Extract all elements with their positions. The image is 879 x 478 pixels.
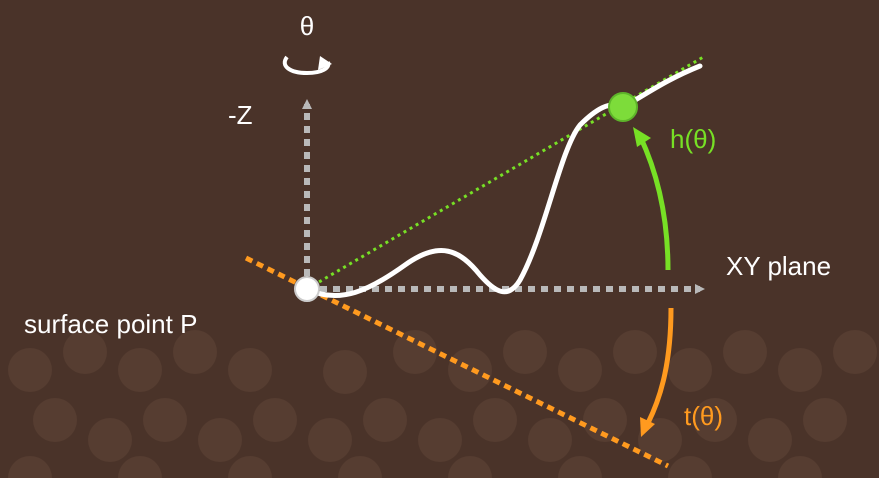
horizon-angle-arrowhead-icon	[633, 127, 651, 147]
rotation-icon	[282, 55, 331, 76]
h-theta-label: h(θ)	[670, 124, 716, 154]
horizon-line	[306, 54, 706, 291]
height-field-curve	[304, 63, 703, 299]
rotation-arrowhead-icon	[318, 56, 332, 70]
horizon-point-marker	[608, 92, 638, 122]
surface-point-label: surface point P	[24, 309, 197, 339]
background-dot-pattern	[8, 330, 877, 478]
surface-point-marker	[294, 276, 320, 302]
t-theta-label: t(θ)	[684, 401, 723, 431]
xy-plane-label: XY plane	[726, 251, 831, 281]
tangent-angle-arrowhead-icon	[640, 417, 655, 437]
theta-label: θ	[300, 11, 314, 41]
tangent-angle-arrow	[645, 307, 674, 425]
horizon-angle-arrow	[637, 134, 671, 271]
neg-z-label: -Z	[228, 100, 253, 130]
